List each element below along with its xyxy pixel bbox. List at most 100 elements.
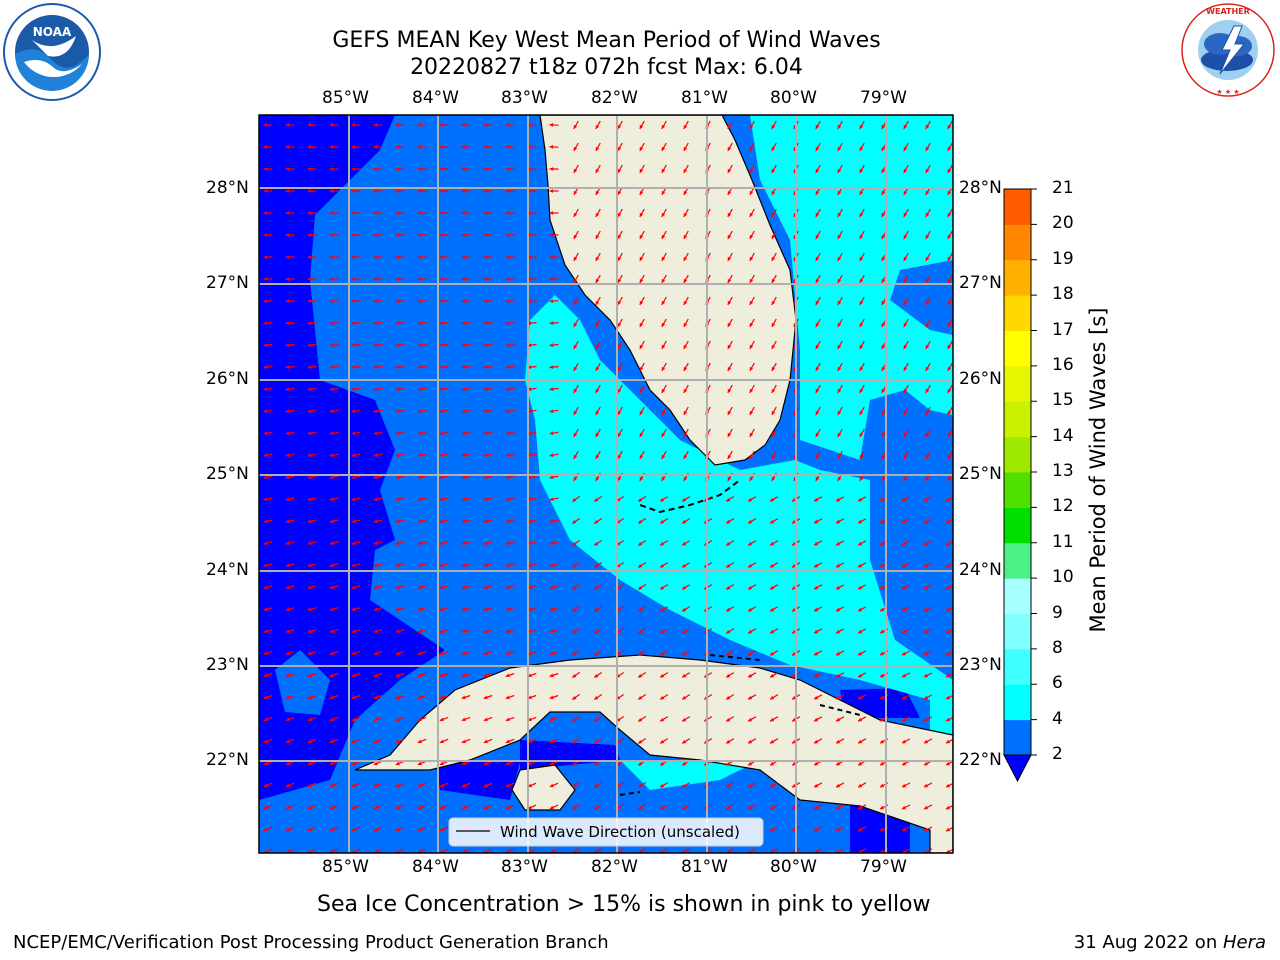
wave-direction-arrowhead — [639, 410, 644, 415]
wave-direction-arrowhead — [505, 211, 509, 215]
wave-direction-arrowhead — [263, 827, 268, 832]
wave-direction-arrowhead — [881, 234, 886, 239]
wave-direction-arrowhead — [858, 607, 863, 612]
wave-direction-arrowhead — [815, 476, 820, 481]
wave-direction-arrowhead — [527, 409, 532, 413]
wave-direction-arrowhead — [329, 409, 334, 413]
legend-label: Wind Wave Direction (unscaled) — [500, 823, 740, 841]
wave-direction-arrowhead — [749, 146, 754, 151]
wave-direction-arrowhead — [373, 453, 378, 458]
wave-direction-arrowhead — [903, 366, 908, 371]
wave-direction-arrowhead — [373, 629, 378, 634]
cuba-land — [354, 654, 953, 853]
wave-direction-arrowhead — [836, 717, 841, 722]
lon-label-top-79w: 79°W — [860, 88, 907, 108]
wave-direction-arrowhead — [505, 321, 510, 325]
wave-direction-arrowhead — [814, 651, 819, 656]
wave-direction-arrowhead — [373, 519, 378, 524]
wave-direction-arrowhead — [417, 409, 422, 413]
wave-direction-arrowhead — [461, 629, 466, 634]
lat-label-right-24n: 24°N — [959, 560, 1002, 580]
wave-direction-arrowhead — [925, 212, 930, 217]
wave-direction-arrowhead — [549, 717, 554, 722]
wave-direction-arrowhead — [682, 783, 687, 788]
wave-direction-arrowhead — [837, 278, 842, 283]
wave-direction-arrowhead — [880, 541, 884, 546]
wave-direction-arrowhead — [771, 124, 776, 129]
wind-wave-arrows — [263, 120, 953, 853]
wave-direction-arrowhead — [837, 300, 842, 305]
wave-direction-arrowhead — [748, 783, 753, 788]
wave-direction-arrowhead — [837, 322, 842, 327]
wave-direction-arrowhead — [660, 761, 665, 766]
wave-direction-arrowhead — [374, 849, 378, 853]
wave-direction-arrowhead — [263, 167, 268, 171]
wave-direction-arrowhead — [815, 124, 820, 129]
wave-direction-arrowhead — [307, 409, 312, 413]
wave-direction-arrowhead — [307, 761, 312, 766]
wave-direction-arrowhead — [285, 541, 290, 546]
wave-direction-arrowhead — [946, 585, 950, 590]
wave-direction-arrowhead — [439, 277, 444, 281]
wave-direction-arrowhead — [417, 431, 422, 436]
wave-direction-arrowhead — [682, 673, 687, 678]
wave-direction-arrowhead — [726, 739, 731, 744]
wave-direction-arrowhead — [263, 123, 268, 127]
wave-direction-arrowhead — [617, 278, 622, 283]
wave-direction-arrowhead — [527, 167, 532, 171]
wave-direction-arrowhead — [617, 168, 622, 173]
wave-direction-arrowhead — [461, 387, 466, 391]
colorbar-tick-label: 19 — [1052, 248, 1074, 269]
wave-direction-arrowhead — [946, 651, 950, 656]
wave-direction-arrowhead — [858, 585, 863, 590]
wave-direction-arrowhead — [483, 431, 488, 436]
lon-label-top-85w: 85°W — [322, 88, 369, 108]
wave-direction-arrowhead — [351, 519, 356, 524]
wave-direction-arrowhead — [263, 189, 267, 193]
wave-direction-arrowhead — [439, 585, 444, 590]
wave-direction-arrowhead — [351, 233, 356, 237]
wave-direction-arrowhead — [836, 519, 841, 524]
wave-direction-arrowhead — [947, 366, 952, 371]
wave-direction-arrowhead — [771, 278, 776, 283]
wave-direction-arrowhead — [373, 761, 378, 766]
wave-direction-arrowhead — [594, 784, 599, 788]
wave-direction-arrowhead — [661, 190, 666, 195]
wave-direction-arrowhead — [815, 366, 820, 371]
wave-direction-arrowhead — [903, 124, 908, 129]
wave-direction-arrowhead — [373, 365, 378, 369]
wave-direction-arrowhead — [439, 343, 444, 347]
wave-direction-arrowhead — [373, 805, 378, 810]
wave-direction-arrowhead — [837, 234, 842, 239]
wave-direction-arrowhead — [639, 432, 644, 437]
wave-direction-arrowhead — [483, 695, 488, 700]
wave-direction-arrowhead — [549, 607, 554, 612]
wave-direction-arrowhead — [527, 299, 532, 303]
wave-direction-arrowhead — [815, 432, 820, 437]
wave-direction-arrowhead — [771, 190, 776, 195]
wave-direction-arrowhead — [683, 344, 688, 349]
wave-direction-arrowhead — [329, 805, 334, 810]
wave-direction-arrowhead — [683, 410, 688, 415]
wave-direction-arrowhead — [351, 827, 356, 832]
wave-direction-arrowhead — [837, 168, 842, 173]
wave-direction-arrowhead — [417, 739, 422, 744]
wave-direction-arrowhead — [461, 475, 466, 480]
wave-direction-arrowhead — [594, 696, 599, 700]
wave-direction-arrowhead — [373, 431, 378, 436]
wave-direction-arrowhead — [814, 607, 819, 612]
wave-direction-arrowhead — [727, 278, 732, 283]
wave-direction-arrowhead — [770, 783, 775, 788]
wave-direction-arrowhead — [815, 300, 820, 305]
wave-direction-arrowhead — [859, 432, 864, 437]
colorbar-tick-label: 20 — [1052, 213, 1074, 234]
wave-direction-arrowhead — [439, 431, 444, 436]
wave-direction-arrowhead — [329, 717, 334, 722]
wave-direction-arrowhead — [682, 497, 687, 502]
wave-direction-arrowhead — [285, 255, 290, 259]
wave-direction-arrowhead — [660, 651, 665, 656]
wave-direction-arrowhead — [417, 189, 421, 193]
wave-direction-arrowhead — [483, 563, 488, 568]
wave-direction-arrowhead — [483, 387, 488, 391]
wave-direction-arrowhead — [880, 717, 884, 722]
